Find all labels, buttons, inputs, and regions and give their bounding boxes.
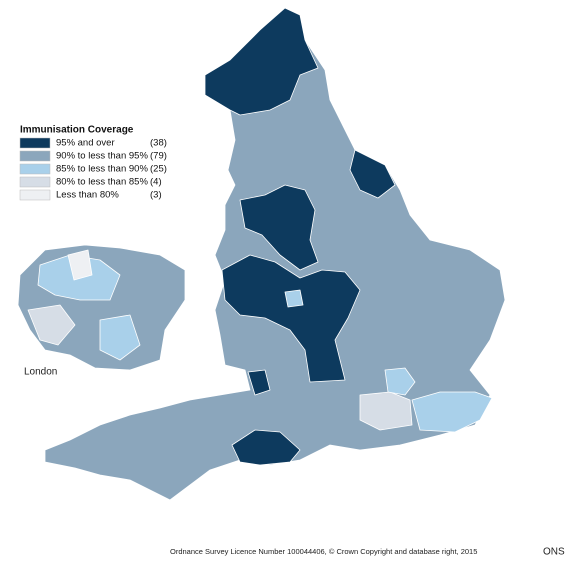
legend-swatch: [19, 163, 51, 175]
legend-swatch: [19, 150, 51, 162]
region-london-area: [384, 367, 416, 396]
region-gloucester: [247, 369, 271, 396]
legend-label: 90% to less than 95%: [56, 151, 148, 162]
legend-swatch: [19, 137, 51, 149]
region-midlands: [221, 254, 361, 383]
legend-count: (3): [150, 190, 162, 201]
legend-label: 80% to less than 85%: [56, 177, 148, 188]
region-north-west: [239, 184, 319, 271]
region-east-yorkshire: [349, 149, 396, 199]
region-dorset: [231, 429, 301, 466]
legend-swatch: [19, 189, 51, 201]
legend-count: (4): [150, 177, 162, 188]
legend-count: (25): [150, 164, 167, 175]
region-staffs: [284, 289, 304, 308]
legend-title: Immunisation Coverage: [20, 125, 134, 136]
legend-count: (79): [150, 151, 167, 162]
region-surrey: [359, 391, 413, 431]
source: ONS: [543, 547, 565, 558]
legend-label: 85% to less than 90%: [56, 164, 148, 175]
london-inset-b: [67, 249, 93, 281]
legend-swatch: [19, 176, 51, 188]
london-inset-d: [99, 314, 141, 361]
inset-label: London: [24, 367, 57, 378]
footer: Ordnance Survey Licence Number 100044406…: [170, 547, 477, 556]
legend-label: 95% and over: [56, 138, 115, 149]
legend-label: Less than 80%: [56, 190, 119, 201]
london-inset-c: [27, 304, 76, 346]
region-north: [204, 7, 319, 116]
legend: Immunisation Coverage 95% and over (38)90…: [19, 125, 167, 201]
legend-count: (38): [150, 138, 167, 149]
region-kent: [411, 391, 493, 433]
